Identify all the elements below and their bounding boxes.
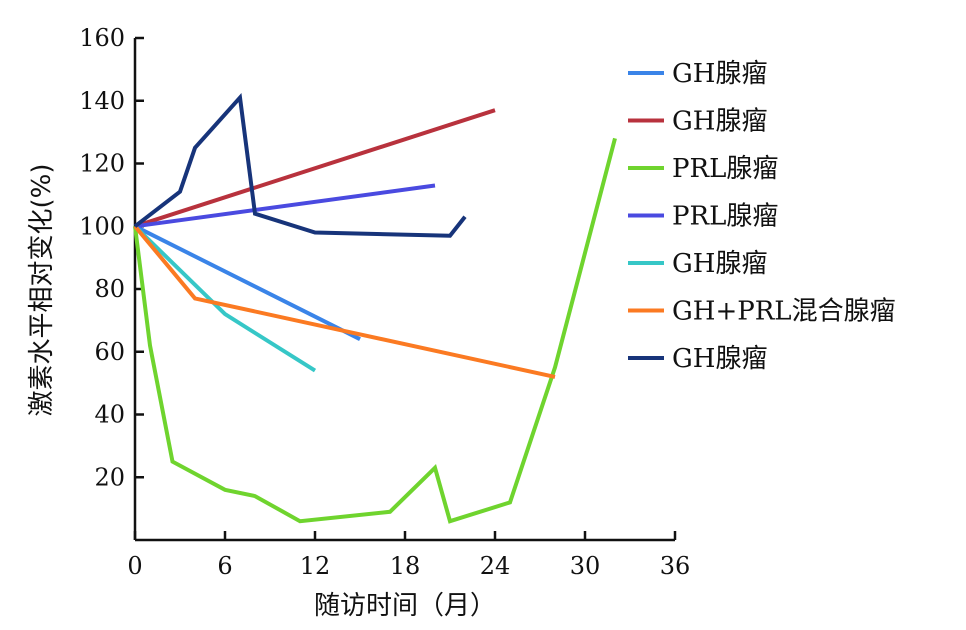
y-axis-title: 激素水平相对变化(%) xyxy=(27,164,57,417)
series-lines xyxy=(133,93,617,524)
y-tick-label: 20 xyxy=(94,463,125,491)
x-axis: 0 6 12 18 24 30 36 xyxy=(127,531,690,580)
legend-label: GH腺瘤 xyxy=(672,344,767,374)
x-tick-label: 6 xyxy=(217,552,232,580)
y-axis: 20 40 60 80 100 120 140 160 xyxy=(79,24,144,540)
legend-label: PRL腺瘤 xyxy=(672,202,778,232)
y-tick-label: 60 xyxy=(94,338,125,366)
series-line-6 xyxy=(133,225,556,379)
y-tick-label: 160 xyxy=(79,24,125,52)
y-tick-label: 120 xyxy=(79,150,125,178)
x-axis-title: 随访时间（月） xyxy=(314,591,496,621)
x-tick-label: 12 xyxy=(300,552,331,580)
y-tick-label: 100 xyxy=(79,212,125,240)
legend-label: GH+PRL混合腺瘤 xyxy=(672,297,896,327)
series-line-2 xyxy=(134,108,496,229)
legend-label: GH腺瘤 xyxy=(672,107,767,137)
series-line-5 xyxy=(133,224,317,373)
x-tick-label: 30 xyxy=(570,552,601,580)
legend-label: GH腺瘤 xyxy=(672,249,767,279)
x-tick-label: 24 xyxy=(480,552,511,580)
series-line-7 xyxy=(133,93,467,238)
legend-label: GH腺瘤 xyxy=(672,59,767,89)
y-tick-label: 140 xyxy=(79,87,125,115)
y-tick-label: 40 xyxy=(94,401,125,429)
x-tick-label: 0 xyxy=(127,552,142,580)
series-line-3 xyxy=(133,137,617,524)
x-tick-label: 18 xyxy=(390,552,421,580)
legend: GH腺瘤 GH腺瘤 PRL腺瘤 PRL腺瘤 GH腺瘤 GH+PRL混合腺瘤 GH腺瘤 xyxy=(628,59,896,374)
legend-label: PRL腺瘤 xyxy=(672,154,778,184)
y-tick-label: 80 xyxy=(94,275,125,303)
series-line-1 xyxy=(134,224,361,341)
series-line-4 xyxy=(134,183,436,229)
x-tick-label: 36 xyxy=(660,552,691,580)
